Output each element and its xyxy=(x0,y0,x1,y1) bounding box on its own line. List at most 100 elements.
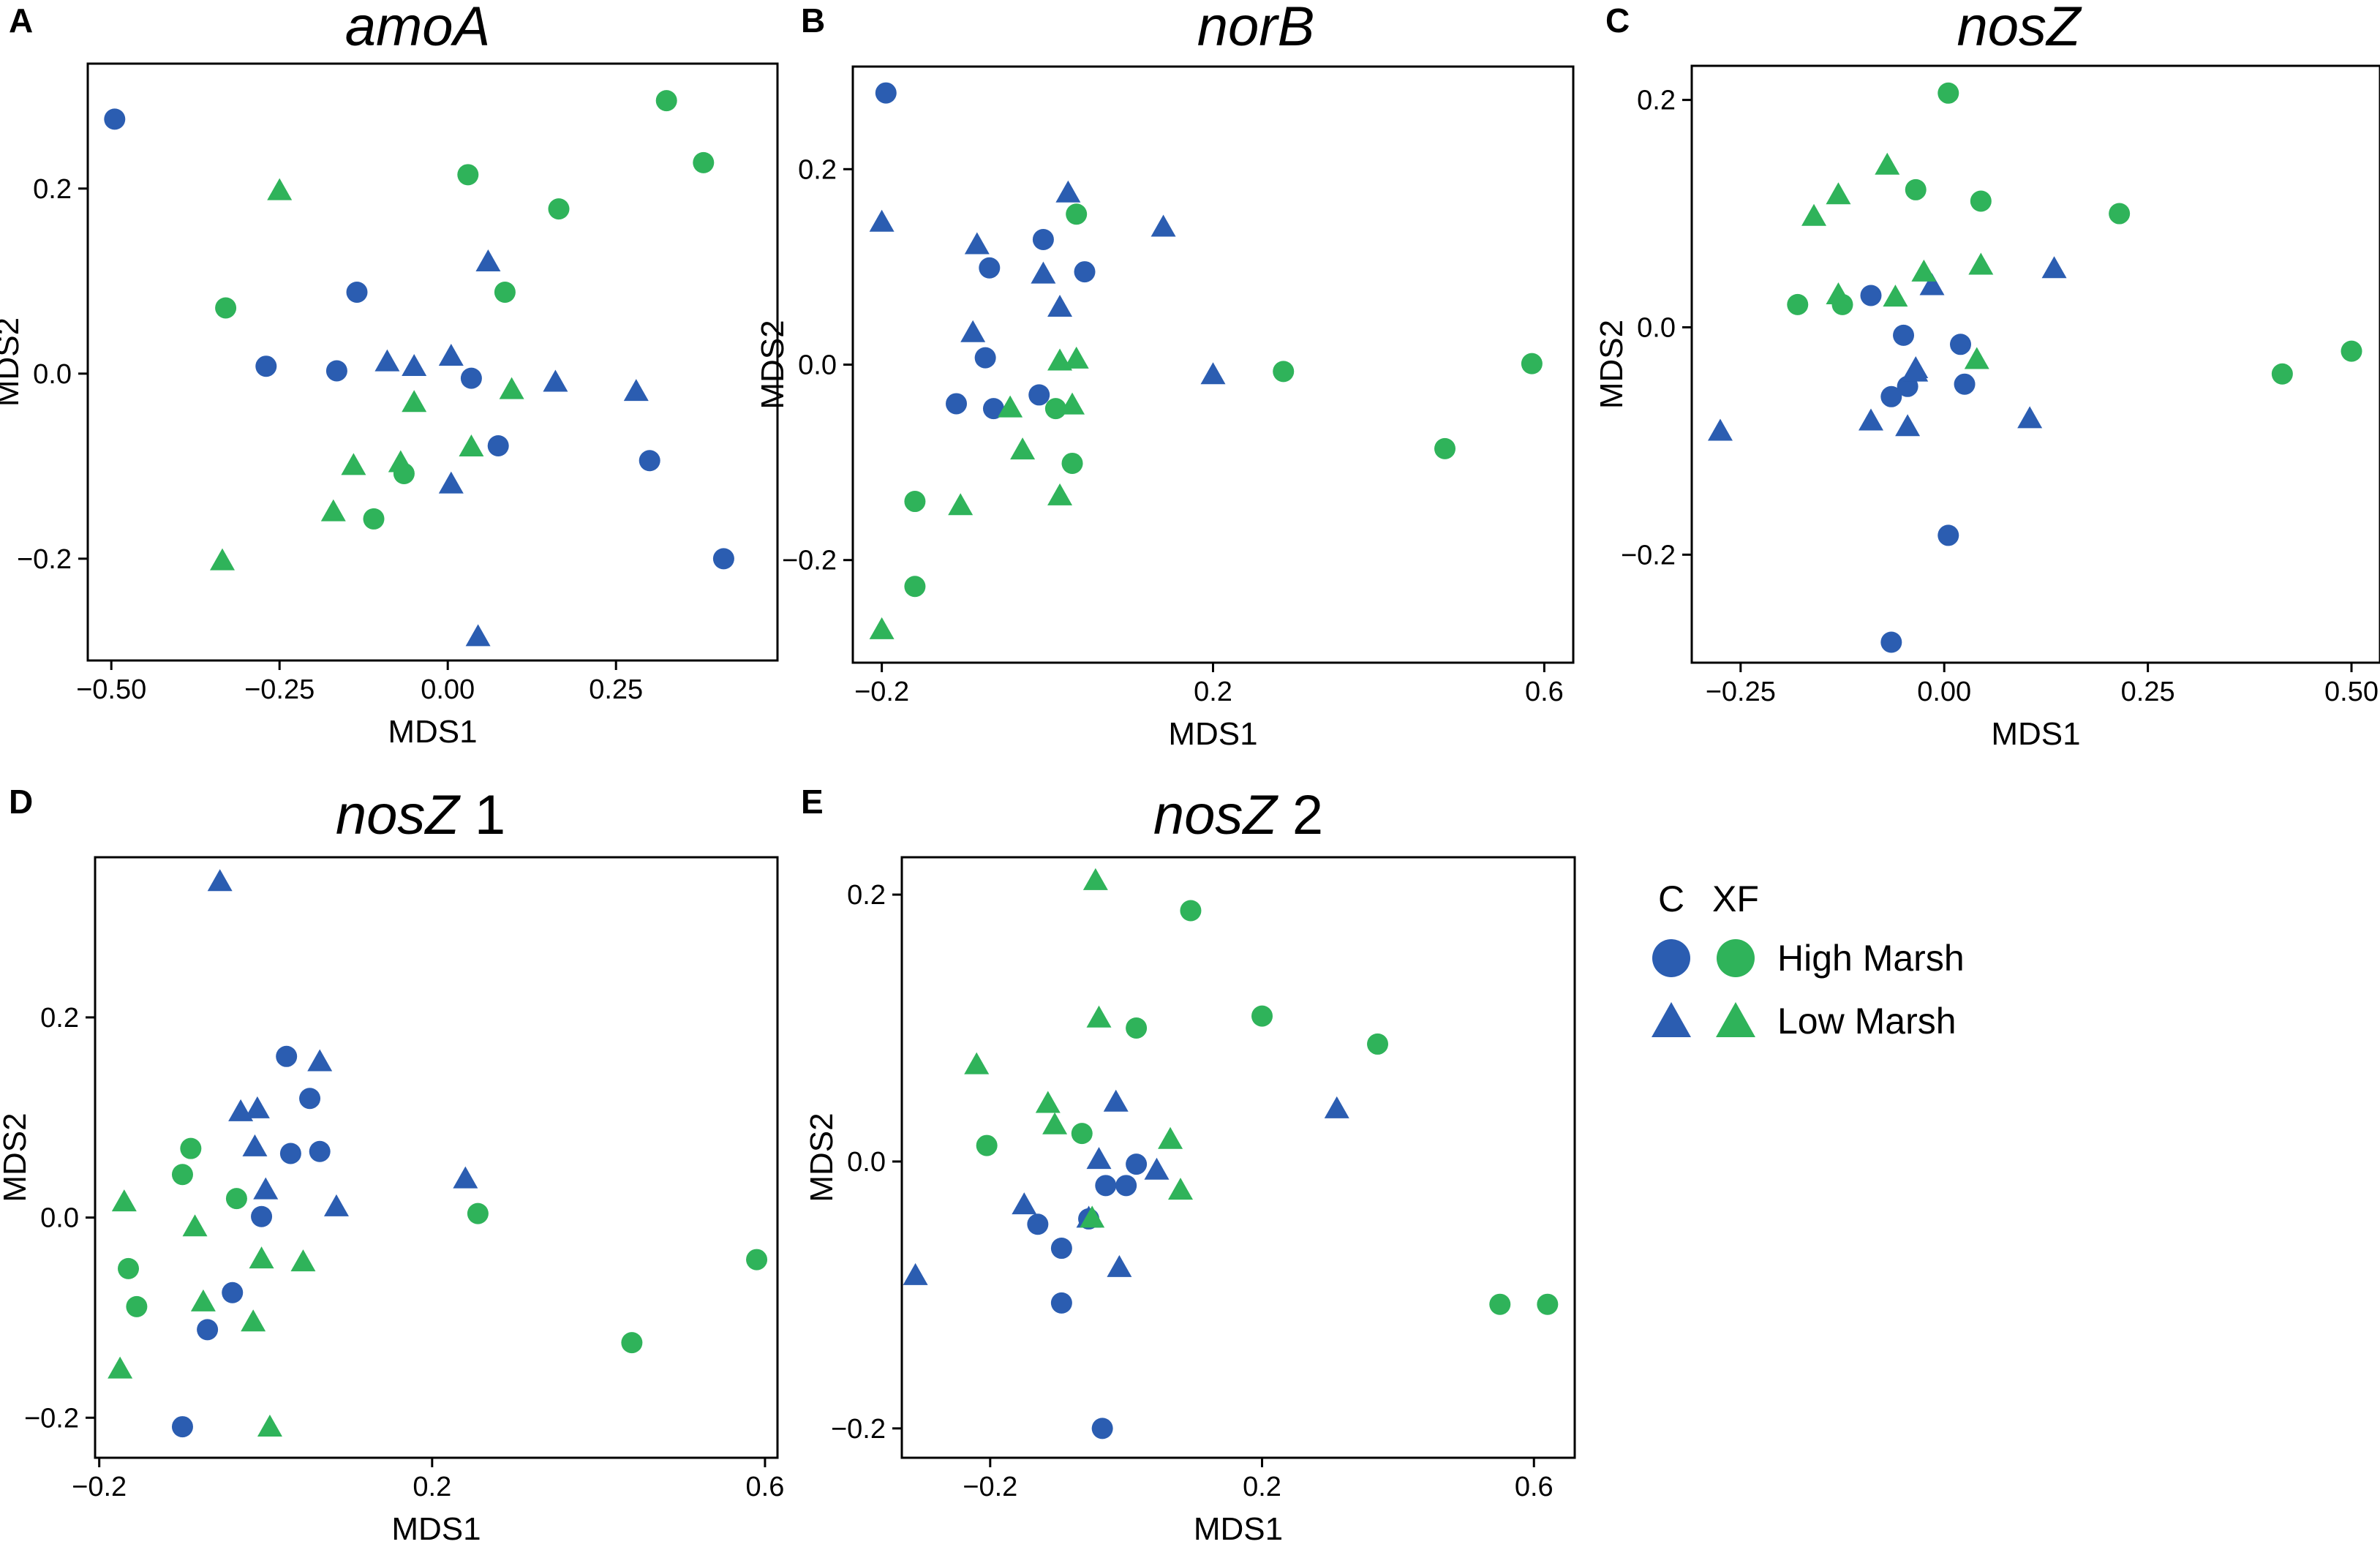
x-axis-label-c: MDS1 xyxy=(1991,716,2080,752)
point-c-c-low-marsh-13 xyxy=(2017,406,2043,429)
point-b-xf-high-marsh-22 xyxy=(904,491,926,513)
point-c-xf-low-marsh-27 xyxy=(1911,259,1937,282)
point-e-c-low-marsh-9 xyxy=(1103,1089,1129,1112)
y-tick-label-b-1: 0.0 xyxy=(798,350,837,381)
point-c-xf-high-marsh-20 xyxy=(1787,293,1809,315)
point-d-c-high-marsh-7 xyxy=(171,1416,193,1438)
point-a-c-low-marsh-10 xyxy=(402,353,427,376)
point-c-xf-high-marsh-17 xyxy=(1905,178,1927,200)
x-axis-label-b: MDS1 xyxy=(1168,716,1257,752)
legend-xf-triangle-marker xyxy=(1716,1002,1755,1037)
point-c-xf-high-marsh-23 xyxy=(2341,340,2362,362)
point-d-xf-low-marsh-24 xyxy=(111,1189,137,1212)
point-b-xf-low-marsh-26 xyxy=(998,395,1023,418)
point-d-xf-low-marsh-28 xyxy=(190,1289,216,1311)
x-tick-label-a-3: 0.25 xyxy=(589,674,643,705)
point-d-xf-high-marsh-18 xyxy=(225,1188,247,1210)
point-b-c-high-marsh-7 xyxy=(982,398,1004,420)
point-e-c-high-marsh-1 xyxy=(1095,1175,1117,1197)
legend-c-triangle-marker xyxy=(1652,1002,1691,1037)
point-a-xf-low-marsh-25 xyxy=(402,390,427,413)
point-b-c-high-marsh-0 xyxy=(875,82,897,104)
y-tick-label-e-0: 0.2 xyxy=(847,880,886,911)
point-d-xf-high-marsh-19 xyxy=(467,1202,489,1224)
point-b-c-low-marsh-11 xyxy=(964,232,990,255)
point-c-xf-low-marsh-24 xyxy=(1875,152,1900,175)
point-c-xf-low-marsh-30 xyxy=(1883,285,1908,307)
point-e-c-low-marsh-10 xyxy=(1086,1147,1112,1170)
point-d-xf-low-marsh-31 xyxy=(257,1414,282,1437)
point-c-c-low-marsh-11 xyxy=(1858,408,1883,431)
panel-title-b: norB xyxy=(1197,0,1315,58)
y-tick-label-b-2: −0.2 xyxy=(782,546,837,576)
point-a-xf-high-marsh-19 xyxy=(548,198,570,220)
point-c-xf-low-marsh-28 xyxy=(1968,252,1994,275)
panel-letter-e: E xyxy=(801,783,824,821)
point-b-xf-high-marsh-20 xyxy=(1434,437,1456,459)
point-b-c-high-marsh-2 xyxy=(979,257,1001,279)
point-d-c-high-marsh-1 xyxy=(299,1088,321,1110)
point-d-c-high-marsh-0 xyxy=(276,1045,298,1067)
point-a-c-low-marsh-9 xyxy=(374,349,400,372)
legend-label-low-marsh: Low Marsh xyxy=(1777,1001,1957,1042)
point-b-xf-high-marsh-23 xyxy=(904,576,926,598)
y-tick-label-c-0: 0.2 xyxy=(1637,86,1676,116)
point-e-xf-high-marsh-18 xyxy=(1126,1017,1148,1039)
point-c-xf-high-marsh-19 xyxy=(2109,203,2131,225)
point-a-xf-low-marsh-29 xyxy=(388,450,413,473)
point-b-c-low-marsh-12 xyxy=(1031,261,1056,284)
point-d-c-low-marsh-13 xyxy=(253,1177,279,1200)
point-b-c-high-marsh-1 xyxy=(1032,228,1054,250)
point-b-xf-high-marsh-18 xyxy=(1273,361,1295,383)
point-e-xf-high-marsh-23 xyxy=(1537,1293,1559,1315)
point-b-c-low-marsh-8 xyxy=(1055,180,1081,203)
point-a-xf-low-marsh-31 xyxy=(210,548,235,571)
point-e-xf-low-marsh-24 xyxy=(1082,867,1108,890)
plot-frame-d xyxy=(94,856,779,1459)
point-b-c-high-marsh-3 xyxy=(1074,261,1096,283)
x-tick-label-d-1: 0.2 xyxy=(413,1472,451,1502)
y-tick-label-d-2: −0.2 xyxy=(24,1403,79,1434)
point-b-c-low-marsh-14 xyxy=(960,320,986,342)
point-e-c-low-marsh-12 xyxy=(1012,1192,1037,1215)
point-d-xf-high-marsh-21 xyxy=(126,1295,148,1317)
point-a-xf-high-marsh-20 xyxy=(494,281,516,303)
point-c-c-low-marsh-15 xyxy=(1903,359,1929,382)
x-tick-label-c-1: 0.00 xyxy=(1917,677,1971,707)
point-c-c-low-marsh-12 xyxy=(1895,414,1921,437)
point-c-c-high-marsh-3 xyxy=(1954,373,1976,395)
point-a-c-high-marsh-1 xyxy=(346,281,368,303)
point-d-c-high-marsh-4 xyxy=(251,1205,273,1227)
point-d-c-low-marsh-15 xyxy=(453,1166,478,1189)
point-b-c-high-marsh-6 xyxy=(946,393,968,415)
point-a-c-high-marsh-4 xyxy=(460,367,482,389)
y-tick-label-d-1: 0.0 xyxy=(40,1203,79,1234)
point-d-xf-low-marsh-26 xyxy=(249,1246,274,1269)
point-b-xf-low-marsh-29 xyxy=(1047,483,1073,505)
point-c-c-high-marsh-1 xyxy=(1893,324,1915,346)
point-d-c-low-marsh-12 xyxy=(242,1134,268,1156)
point-d-c-high-marsh-2 xyxy=(279,1143,301,1164)
panel-title-gene-d: nosZ xyxy=(336,784,462,846)
panel-letter-c: C xyxy=(1605,1,1630,39)
point-c-c-high-marsh-0 xyxy=(1860,285,1882,306)
point-d-c-low-marsh-14 xyxy=(323,1194,349,1216)
point-a-xf-high-marsh-23 xyxy=(363,508,385,530)
point-e-xf-high-marsh-22 xyxy=(1489,1293,1511,1315)
point-e-xf-low-marsh-26 xyxy=(964,1052,990,1074)
point-a-c-high-marsh-0 xyxy=(104,108,126,130)
point-b-c-low-marsh-15 xyxy=(1200,362,1226,385)
point-c-c-high-marsh-7 xyxy=(1880,631,1902,653)
panel-letter-a: A xyxy=(9,1,33,39)
point-d-xf-high-marsh-17 xyxy=(171,1164,193,1186)
panel-title-d: nosZ 1 xyxy=(336,784,505,846)
y-tick-label-c-1: 0.0 xyxy=(1637,312,1676,343)
point-e-c-high-marsh-6 xyxy=(1050,1292,1072,1314)
x-axis-label-d: MDS1 xyxy=(391,1511,481,1547)
point-e-xf-high-marsh-19 xyxy=(1367,1033,1389,1055)
point-c-c-low-marsh-9 xyxy=(1919,273,1945,296)
